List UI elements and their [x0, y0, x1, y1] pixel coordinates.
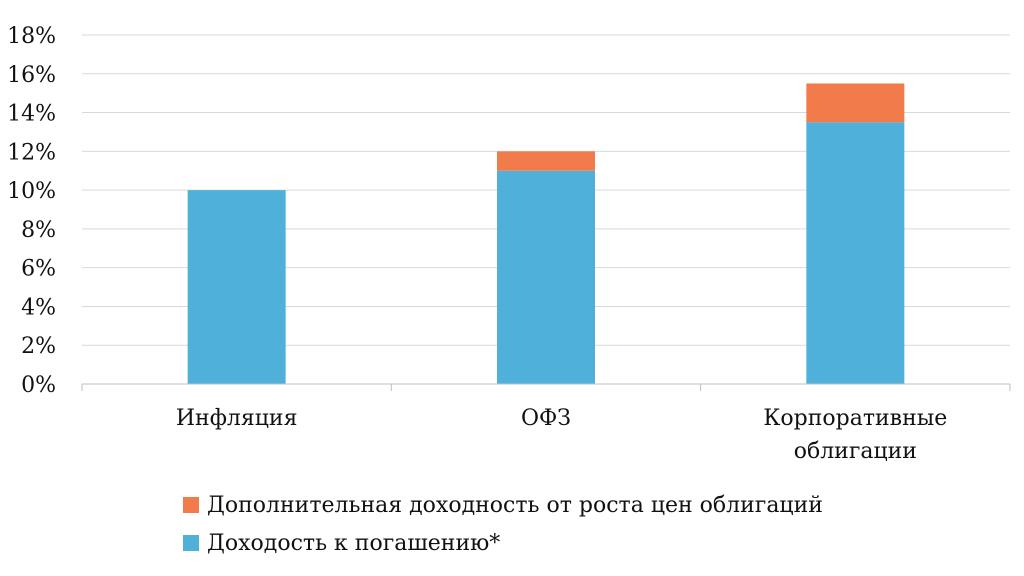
category-labels: Инфляция ОФЗ Корпоративные облигации: [176, 406, 947, 464]
y-tick-label: 2%: [21, 334, 56, 359]
x-axis: [81, 383, 1011, 391]
legend-item-yield-to-maturity: Доходость к погашению*: [183, 524, 823, 562]
legend: Дополнительная доходность от роста цен о…: [183, 486, 823, 562]
x-tick-label: Корпоративные: [763, 406, 947, 431]
y-tick-label: 18%: [7, 24, 56, 49]
y-tick-label: 4%: [21, 295, 56, 320]
y-tick-label: 10%: [7, 179, 56, 204]
y-tick-label: 14%: [7, 102, 56, 127]
x-tick-label: ОФЗ: [521, 406, 571, 431]
legend-swatch-yield-to-maturity: [183, 535, 199, 551]
bars: [187, 83, 905, 384]
bar-segment: [497, 170, 595, 384]
y-tick-label: 6%: [21, 257, 56, 282]
x-tick-label: облигации: [794, 439, 917, 464]
legend-label-additional-yield: Дополнительная доходность от роста цен о…: [207, 492, 823, 518]
bar-segment: [187, 190, 286, 384]
y-tick-label: 12%: [7, 140, 56, 165]
y-tick-label: 0%: [21, 373, 56, 398]
bar-chart: 0% 2% 4% 6% 8% 10% 12% 14% 16% 18% Инфляция ОФЗ Кор…: [7, 24, 1011, 464]
legend-label-yield-to-maturity: Доходость к погашению*: [207, 530, 501, 556]
x-tick-label: Инфляция: [176, 406, 298, 431]
bar-segment: [806, 122, 905, 384]
y-tick-label: 16%: [7, 63, 56, 88]
y-tick-label: 8%: [21, 218, 56, 243]
bar-segment: [497, 151, 595, 171]
legend-item-additional-yield: Дополнительная доходность от роста цен о…: [183, 486, 823, 524]
bar-segment: [806, 83, 905, 123]
legend-swatch-additional-yield: [183, 497, 199, 513]
y-axis-ticks: 0% 2% 4% 6% 8% 10% 12% 14% 16% 18%: [7, 24, 56, 398]
